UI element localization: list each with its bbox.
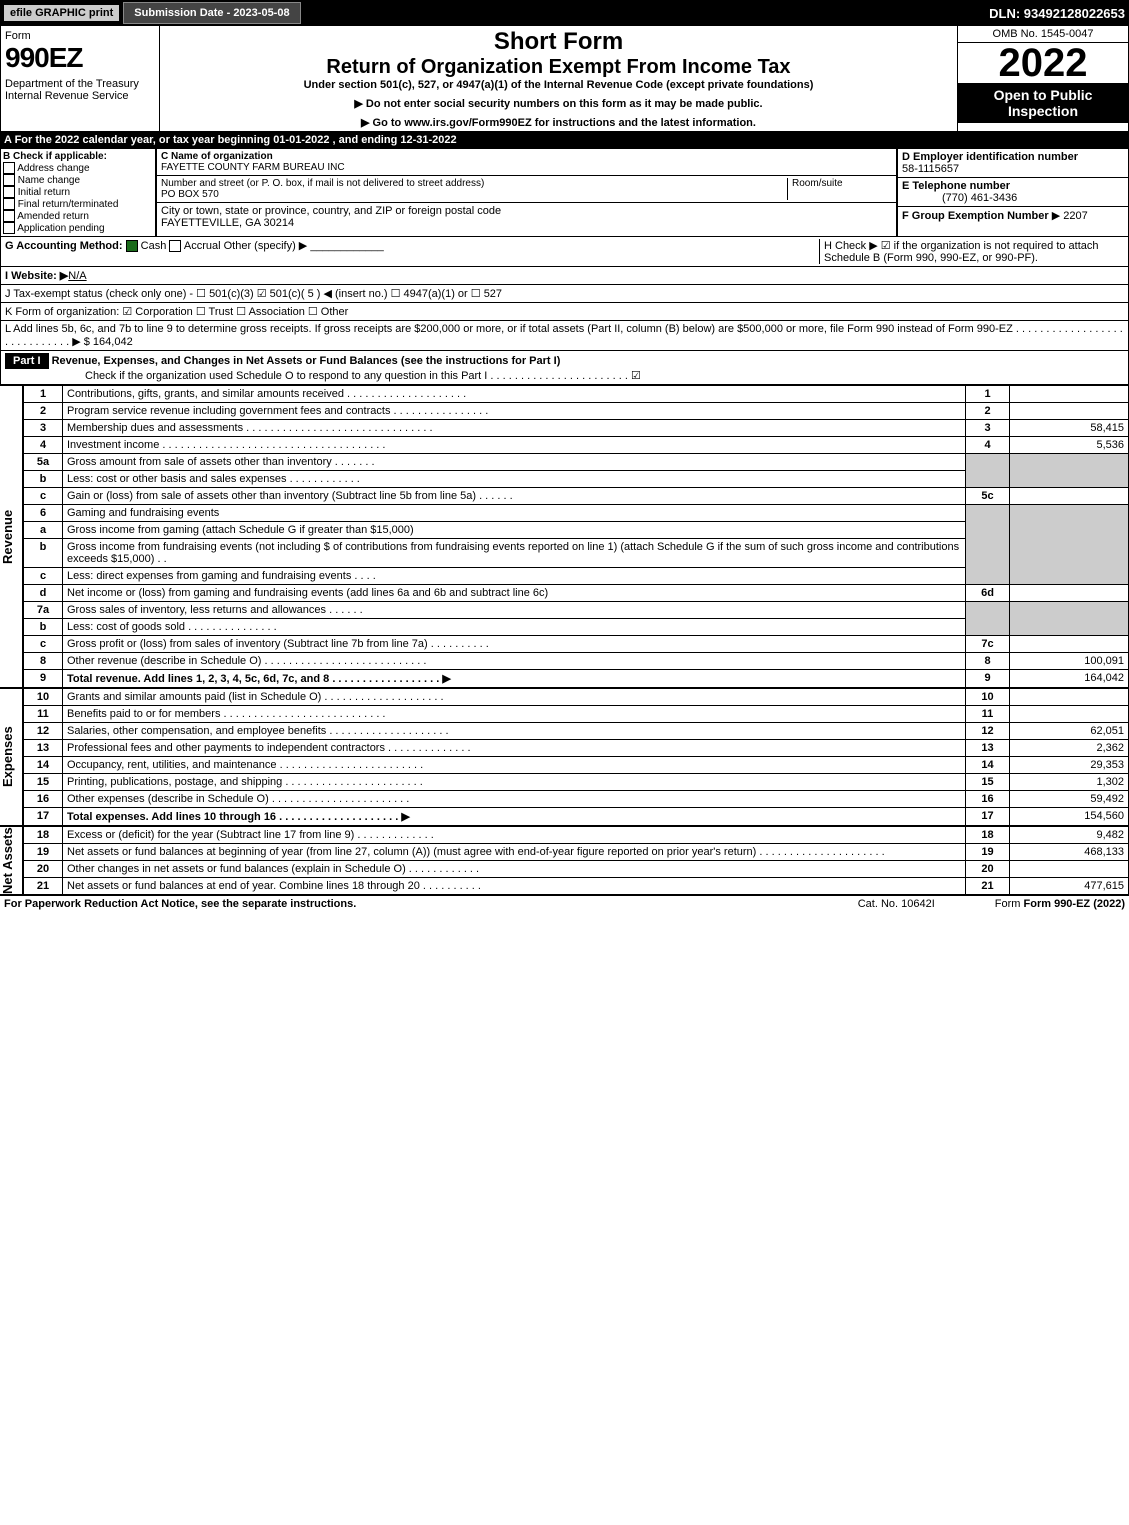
line-6c: cLess: direct expenses from gaming and f… — [24, 568, 1129, 585]
form-header: Form 990EZ Department of the Treasury In… — [0, 26, 1129, 132]
line-21: 21Net assets or fund balances at end of … — [24, 878, 1129, 895]
line-11: 11Benefits paid to or for members . . . … — [24, 706, 1129, 723]
section-h: H Check ▶ ☑ if the organization is not r… — [819, 239, 1124, 264]
header-left: Form 990EZ Department of the Treasury In… — [1, 26, 160, 131]
footer-left: For Paperwork Reduction Act Notice, see … — [4, 898, 356, 910]
c-city: City or town, state or province, country… — [157, 203, 896, 231]
id-column: D Employer identification number 58-1115… — [897, 148, 1129, 237]
header-right: OMB No. 1545-0047 2022 Open to Public In… — [957, 26, 1128, 131]
line-7c: cGross profit or (loss) from sales of in… — [24, 636, 1129, 653]
line-6a: aGross income from gaming (attach Schedu… — [24, 522, 1129, 539]
expenses-section: Expenses 10Grants and similar amounts pa… — [0, 688, 1129, 826]
line-10: 10Grants and similar amounts paid (list … — [24, 689, 1129, 706]
section-f: F Group Exemption Number ▶ 2207 — [898, 207, 1128, 224]
line-14: 14Occupancy, rent, utilities, and mainte… — [24, 757, 1129, 774]
part1-label: Part I — [5, 353, 49, 369]
line-7a: 7aGross sales of inventory, less returns… — [24, 602, 1129, 619]
expenses-table: 10Grants and similar amounts paid (list … — [23, 688, 1129, 826]
goto-link[interactable]: ▶ Go to www.irs.gov/Form990EZ for instru… — [162, 116, 955, 129]
efile-label[interactable]: efile GRAPHIC print — [4, 5, 119, 21]
line-8: 8Other revenue (describe in Schedule O) … — [24, 653, 1129, 670]
room-suite: Room/suite — [787, 178, 892, 200]
c-name: C Name of organization FAYETTE COUNTY FA… — [157, 149, 896, 176]
entity-info: B Check if applicable: Address change Na… — [0, 148, 1129, 237]
section-b: B Check if applicable: Address change Na… — [0, 148, 156, 237]
part1-header: Part I Revenue, Expenses, and Changes in… — [0, 351, 1129, 385]
b-opt-5[interactable]: Application pending — [3, 223, 105, 234]
line-i: I Website: ▶N/A — [0, 267, 1129, 285]
line-1: 1Contributions, gifts, grants, and simil… — [24, 386, 1129, 403]
line-13: 13Professional fees and other payments t… — [24, 740, 1129, 757]
line-18: 18Excess or (deficit) for the year (Subt… — [24, 827, 1129, 844]
line-2: 2Program service revenue including gover… — [24, 403, 1129, 420]
tax-year: 2022 — [958, 43, 1128, 83]
line-15: 15Printing, publications, postage, and s… — [24, 774, 1129, 791]
dln: DLN: 93492128022653 — [989, 6, 1125, 21]
line-12: 12Salaries, other compensation, and empl… — [24, 723, 1129, 740]
section-c: C Name of organization FAYETTE COUNTY FA… — [156, 148, 897, 237]
line-j: J Tax-exempt status (check only one) - ☐… — [0, 285, 1129, 303]
line-6b: bGross income from fundraising events (n… — [24, 539, 1129, 568]
form-label: Form — [5, 30, 155, 42]
footer-right: Form Form 990-EZ (2022) — [995, 898, 1125, 910]
revenue-table: 1Contributions, gifts, grants, and simil… — [23, 385, 1129, 688]
under-section: Under section 501(c), 527, or 4947(a)(1)… — [162, 79, 955, 91]
b-opt-1[interactable]: Name change — [3, 175, 80, 186]
header-middle: Short Form Return of Organization Exempt… — [160, 26, 957, 131]
line-20: 20Other changes in net assets or fund ba… — [24, 861, 1129, 878]
revenue-section: Revenue 1Contributions, gifts, grants, a… — [0, 385, 1129, 688]
line-l: L Add lines 5b, 6c, and 7b to line 9 to … — [0, 321, 1129, 351]
b-opt-4[interactable]: Amended return — [3, 211, 89, 222]
line-a: A For the 2022 calendar year, or tax yea… — [0, 132, 1129, 148]
submission-date: Submission Date - 2023-05-08 — [123, 2, 300, 24]
line-5a: 5aGross amount from sale of assets other… — [24, 454, 1129, 471]
line-6: 6Gaming and fundraising events — [24, 505, 1129, 522]
netassets-section: Net Assets 18Excess or (deficit) for the… — [0, 826, 1129, 895]
revenue-vlabel: Revenue — [0, 385, 23, 688]
page-footer: For Paperwork Reduction Act Notice, see … — [0, 895, 1129, 912]
b-opt-0[interactable]: Address change — [3, 163, 90, 174]
return-title: Return of Organization Exempt From Incom… — [162, 56, 955, 79]
department: Department of the Treasury Internal Reve… — [5, 78, 155, 102]
part1-check: Check if the organization used Schedule … — [5, 370, 641, 382]
short-form-title: Short Form — [162, 28, 955, 56]
b-opt-3[interactable]: Final return/terminated — [3, 199, 118, 210]
b-label: B Check if applicable: — [3, 151, 107, 162]
c-street: Number and street (or P. O. box, if mail… — [157, 176, 896, 203]
line-19: 19Net assets or fund balances at beginni… — [24, 844, 1129, 861]
g-other[interactable]: Other (specify) ▶ ____________ — [224, 240, 384, 252]
g-accrual[interactable]: Accrual — [169, 240, 220, 252]
line-g-h: G Accounting Method: Cash Accrual Other … — [0, 237, 1129, 267]
do-not-enter: ▶ Do not enter social security numbers o… — [162, 97, 955, 110]
line-3: 3Membership dues and assessments . . . .… — [24, 420, 1129, 437]
line-4: 4Investment income . . . . . . . . . . .… — [24, 437, 1129, 454]
form-number: 990EZ — [5, 42, 155, 74]
footer-mid: Cat. No. 10642I — [858, 898, 935, 910]
line-5c: cGain or (loss) from sale of assets othe… — [24, 488, 1129, 505]
line-5b: bLess: cost or other basis and sales exp… — [24, 471, 1129, 488]
b-opt-2[interactable]: Initial return — [3, 187, 70, 198]
part1-title: Revenue, Expenses, and Changes in Net As… — [52, 355, 561, 367]
g-cash[interactable]: Cash — [126, 240, 167, 252]
top-bar: efile GRAPHIC print Submission Date - 20… — [0, 0, 1129, 26]
line-17: 17Total expenses. Add lines 10 through 1… — [24, 808, 1129, 826]
section-e: E Telephone number (770) 461-3436 — [898, 178, 1128, 207]
netassets-vlabel: Net Assets — [0, 826, 23, 895]
line-k: K Form of organization: ☑ Corporation ☐ … — [0, 303, 1129, 321]
line-16: 16Other expenses (describe in Schedule O… — [24, 791, 1129, 808]
open-to-public: Open to Public Inspection — [958, 83, 1128, 123]
line-7b: bLess: cost of goods sold . . . . . . . … — [24, 619, 1129, 636]
line-6d: dNet income or (loss) from gaming and fu… — [24, 585, 1129, 602]
line-9: 9Total revenue. Add lines 1, 2, 3, 4, 5c… — [24, 670, 1129, 688]
expenses-vlabel: Expenses — [0, 688, 23, 826]
netassets-table: 18Excess or (deficit) for the year (Subt… — [23, 826, 1129, 895]
section-d: D Employer identification number 58-1115… — [898, 149, 1128, 178]
